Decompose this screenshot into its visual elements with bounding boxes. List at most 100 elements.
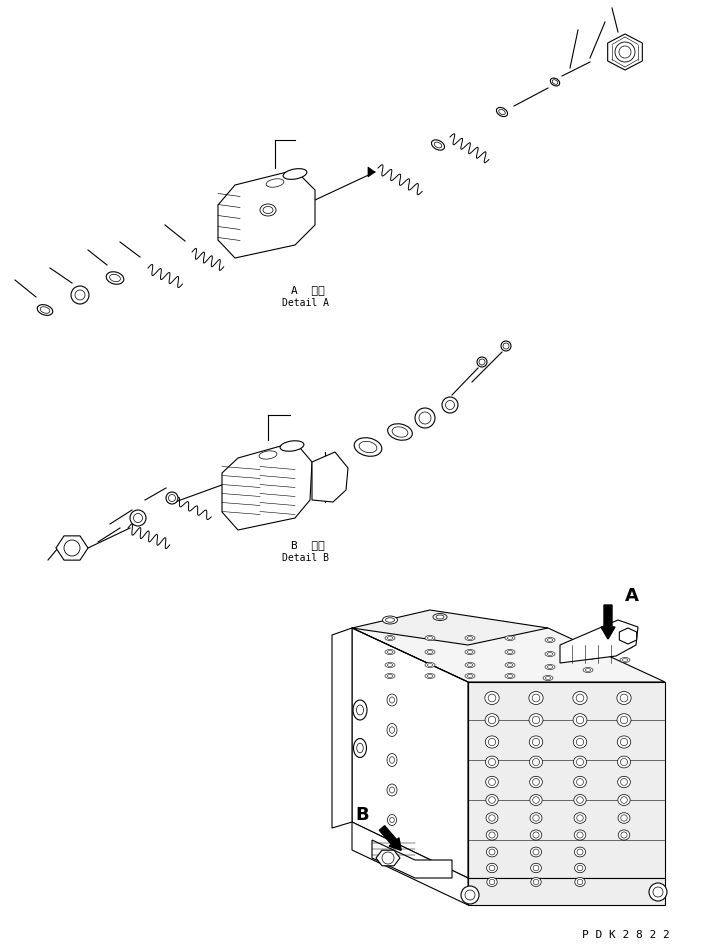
- Ellipse shape: [387, 424, 412, 440]
- Ellipse shape: [545, 637, 555, 643]
- Ellipse shape: [505, 663, 515, 667]
- Ellipse shape: [496, 107, 508, 117]
- Circle shape: [649, 883, 667, 901]
- Text: A: A: [625, 587, 639, 605]
- Ellipse shape: [620, 658, 630, 663]
- Ellipse shape: [530, 776, 542, 788]
- Polygon shape: [352, 628, 468, 878]
- Ellipse shape: [531, 878, 541, 886]
- Polygon shape: [468, 682, 665, 878]
- Ellipse shape: [573, 691, 587, 704]
- Ellipse shape: [425, 673, 435, 679]
- Circle shape: [130, 510, 146, 526]
- Ellipse shape: [530, 812, 542, 823]
- Ellipse shape: [505, 649, 515, 654]
- Ellipse shape: [529, 691, 543, 704]
- Polygon shape: [368, 167, 375, 177]
- Ellipse shape: [530, 848, 542, 857]
- Ellipse shape: [432, 140, 444, 150]
- Ellipse shape: [574, 776, 587, 788]
- Ellipse shape: [573, 714, 587, 726]
- Ellipse shape: [618, 776, 631, 788]
- Polygon shape: [352, 822, 468, 905]
- Ellipse shape: [385, 663, 395, 667]
- Ellipse shape: [529, 736, 542, 748]
- Text: B  詳細: B 詳細: [291, 540, 325, 550]
- Ellipse shape: [618, 812, 630, 823]
- Ellipse shape: [486, 864, 498, 873]
- Ellipse shape: [623, 644, 633, 648]
- Polygon shape: [352, 610, 548, 645]
- Text: Detail B: Detail B: [282, 553, 328, 563]
- Ellipse shape: [385, 635, 395, 641]
- Text: Detail A: Detail A: [282, 298, 328, 308]
- Ellipse shape: [486, 812, 498, 823]
- Ellipse shape: [574, 812, 586, 823]
- Ellipse shape: [387, 784, 397, 796]
- Text: B: B: [356, 806, 369, 824]
- Ellipse shape: [505, 635, 515, 641]
- Polygon shape: [312, 452, 348, 502]
- Ellipse shape: [530, 757, 542, 768]
- Ellipse shape: [387, 694, 397, 706]
- Ellipse shape: [383, 616, 397, 624]
- Ellipse shape: [573, 736, 587, 748]
- FancyArrow shape: [380, 826, 401, 850]
- Ellipse shape: [385, 649, 395, 654]
- Ellipse shape: [354, 438, 382, 456]
- Polygon shape: [332, 628, 352, 828]
- Ellipse shape: [485, 736, 498, 748]
- Polygon shape: [222, 442, 312, 530]
- Text: A  詳細: A 詳細: [291, 285, 325, 295]
- Ellipse shape: [37, 304, 53, 316]
- Ellipse shape: [530, 830, 542, 840]
- Polygon shape: [619, 628, 636, 644]
- Ellipse shape: [574, 794, 586, 806]
- Ellipse shape: [486, 776, 498, 788]
- Ellipse shape: [617, 736, 631, 748]
- Ellipse shape: [486, 830, 498, 840]
- Ellipse shape: [617, 757, 631, 768]
- Ellipse shape: [574, 830, 586, 840]
- Ellipse shape: [387, 754, 397, 767]
- Ellipse shape: [425, 635, 435, 641]
- Ellipse shape: [486, 757, 498, 768]
- Circle shape: [71, 286, 89, 304]
- Ellipse shape: [485, 691, 499, 704]
- Ellipse shape: [280, 441, 304, 451]
- Circle shape: [501, 341, 511, 351]
- Ellipse shape: [465, 635, 475, 641]
- Ellipse shape: [619, 830, 630, 840]
- Ellipse shape: [465, 663, 475, 667]
- Polygon shape: [560, 620, 638, 663]
- Circle shape: [442, 397, 458, 413]
- Ellipse shape: [618, 794, 630, 806]
- Ellipse shape: [106, 272, 124, 284]
- Polygon shape: [372, 840, 452, 878]
- Polygon shape: [608, 34, 642, 70]
- Polygon shape: [56, 536, 88, 560]
- Ellipse shape: [353, 738, 366, 757]
- Ellipse shape: [550, 78, 560, 86]
- Ellipse shape: [283, 169, 307, 179]
- Ellipse shape: [529, 714, 543, 726]
- Ellipse shape: [574, 848, 586, 857]
- Ellipse shape: [433, 613, 447, 621]
- Ellipse shape: [486, 848, 498, 857]
- Ellipse shape: [465, 673, 475, 679]
- Ellipse shape: [353, 700, 367, 720]
- Ellipse shape: [387, 723, 397, 737]
- Ellipse shape: [545, 651, 555, 657]
- Circle shape: [166, 492, 178, 504]
- Ellipse shape: [486, 794, 498, 806]
- Ellipse shape: [585, 654, 595, 660]
- Ellipse shape: [543, 676, 553, 681]
- Ellipse shape: [425, 649, 435, 654]
- Ellipse shape: [465, 649, 475, 654]
- Ellipse shape: [574, 878, 585, 886]
- Ellipse shape: [530, 864, 541, 873]
- Ellipse shape: [425, 663, 435, 667]
- Ellipse shape: [487, 878, 497, 886]
- FancyArrow shape: [601, 605, 615, 639]
- Circle shape: [477, 357, 487, 367]
